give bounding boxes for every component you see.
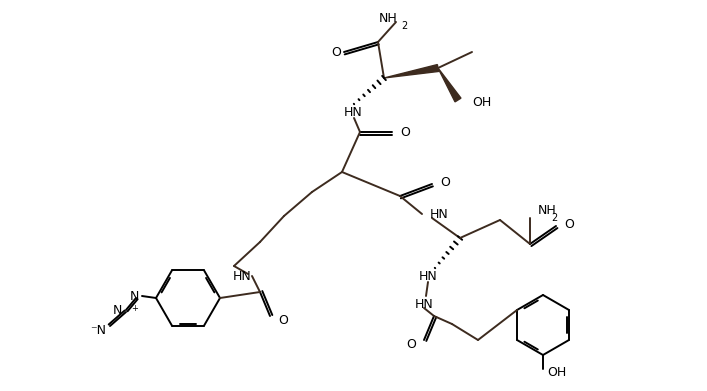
Text: HN: HN xyxy=(344,106,363,120)
Text: HN: HN xyxy=(414,298,433,310)
Polygon shape xyxy=(438,68,461,102)
Text: O: O xyxy=(406,339,416,352)
Text: N: N xyxy=(112,303,122,316)
Text: HN: HN xyxy=(430,208,449,221)
Text: 2: 2 xyxy=(551,213,557,223)
Text: OH: OH xyxy=(472,97,491,109)
Text: O: O xyxy=(564,217,574,231)
Polygon shape xyxy=(384,65,438,78)
Text: NH: NH xyxy=(379,11,398,25)
Text: +: + xyxy=(131,304,138,313)
Text: O: O xyxy=(400,126,410,138)
Text: O: O xyxy=(331,45,341,59)
Text: HN: HN xyxy=(233,269,252,283)
Text: HN: HN xyxy=(419,269,438,283)
Text: OH: OH xyxy=(547,366,566,380)
Text: NH: NH xyxy=(538,203,556,217)
Text: O: O xyxy=(440,176,450,188)
Text: 2: 2 xyxy=(401,21,407,31)
Text: ⁻N: ⁻N xyxy=(90,323,106,337)
Text: N: N xyxy=(129,289,139,303)
Text: O: O xyxy=(278,314,288,326)
